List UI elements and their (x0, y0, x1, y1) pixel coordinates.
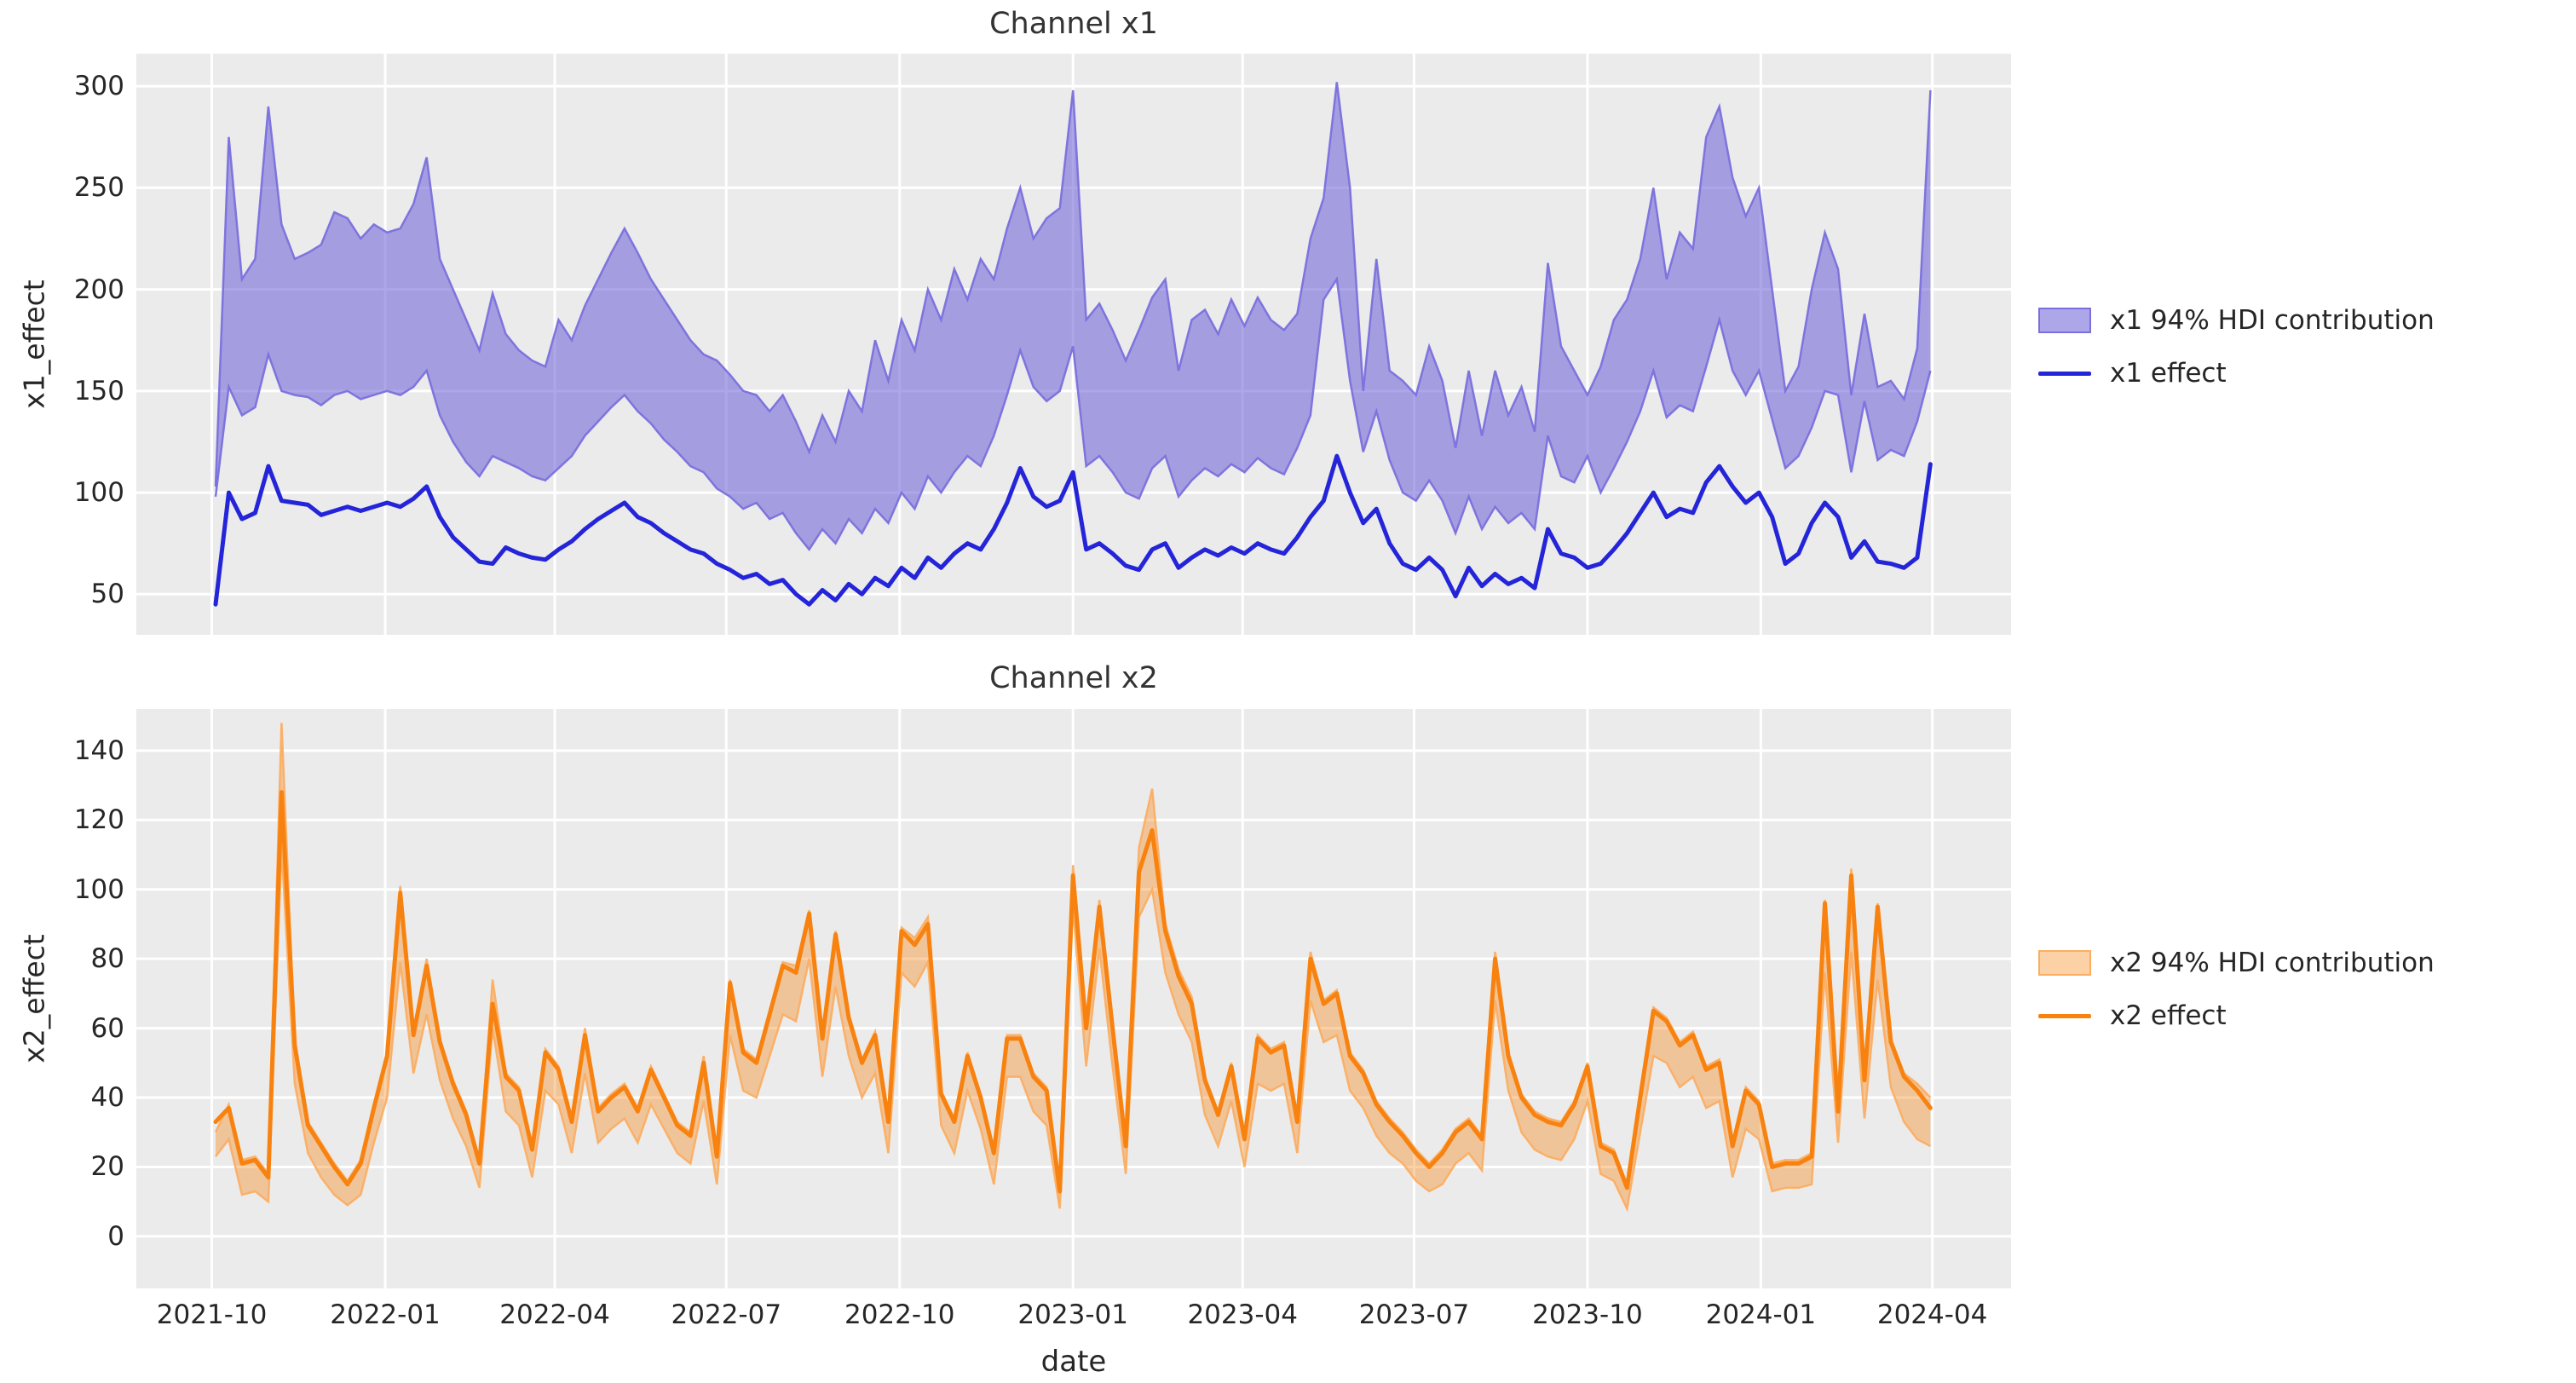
y-tick-label: 100 (73, 873, 124, 905)
y-tick-label: 50 (90, 579, 124, 610)
y-tick-label: 80 (90, 943, 124, 975)
legend-item: x1 94% HDI contribution (2038, 300, 2435, 341)
x-tick-label: 2022-07 (671, 1299, 782, 1330)
x-tick-label: 2023-10 (1532, 1299, 1643, 1330)
y-tick-label: 150 (73, 375, 124, 406)
y-tick-label: 120 (73, 804, 124, 836)
chart1-title: Channel x1 (989, 7, 1158, 41)
y-tick-label: 140 (73, 735, 124, 766)
x-tick-label: 2023-01 (1017, 1299, 1128, 1330)
x-tick-label: 2024-01 (1705, 1299, 1817, 1330)
y-tick-label: 200 (73, 274, 124, 305)
legend-item: x2 effect (2038, 995, 2435, 1036)
legend-item: x1 effect (2038, 353, 2435, 394)
chart2-legend: x2 94% HDI contribution x2 effect (2038, 942, 2435, 1036)
y-tick-label: 250 (73, 172, 124, 204)
y-tick-label: 60 (90, 1012, 124, 1044)
x2-effect-line-swatch (2038, 1013, 2091, 1018)
x-tick-label: 2021-10 (156, 1299, 268, 1330)
effect-line (213, 453, 1933, 607)
x-tick-label: 2023-04 (1187, 1299, 1298, 1330)
legend-label: x2 94% HDI contribution (2110, 948, 2435, 978)
hdi-band (216, 82, 1931, 550)
x-tick-label: 2023-07 (1358, 1299, 1470, 1330)
chart1-legend: x1 94% HDI contribution x1 effect (2038, 300, 2435, 394)
x-tick-label: 2024-04 (1876, 1299, 1988, 1330)
legend-label: x1 94% HDI contribution (2110, 305, 2435, 336)
x-tick-label: 2022-10 (844, 1299, 955, 1330)
x-tick-label: 2022-04 (499, 1299, 610, 1330)
y-tick-label: 20 (90, 1151, 124, 1183)
x2-hdi-band-swatch (2038, 950, 2091, 976)
x-tick-label: 2022-01 (330, 1299, 441, 1330)
chart1-plot-area (136, 54, 2011, 635)
y-tick-label: 100 (73, 477, 124, 509)
x-axis-label: date (1040, 1345, 1107, 1379)
legend-label: x2 effect (2110, 1000, 2227, 1031)
y-tick-label: 0 (107, 1220, 124, 1252)
chart2-plot-area (136, 709, 2011, 1288)
legend-label: x1 effect (2110, 358, 2227, 389)
legend-item: x2 94% HDI contribution (2038, 942, 2435, 983)
effect-line (213, 790, 1933, 1194)
y-tick-label: 40 (90, 1082, 124, 1114)
y-tick-label: 300 (73, 71, 124, 102)
hdi-band-lower-edge (214, 276, 1932, 551)
hdi-band-upper-edge (214, 82, 1932, 487)
x1-effect-line-swatch (2038, 371, 2091, 376)
chart2-title: Channel x2 (989, 661, 1158, 695)
x1-hdi-band-swatch (2038, 308, 2091, 333)
